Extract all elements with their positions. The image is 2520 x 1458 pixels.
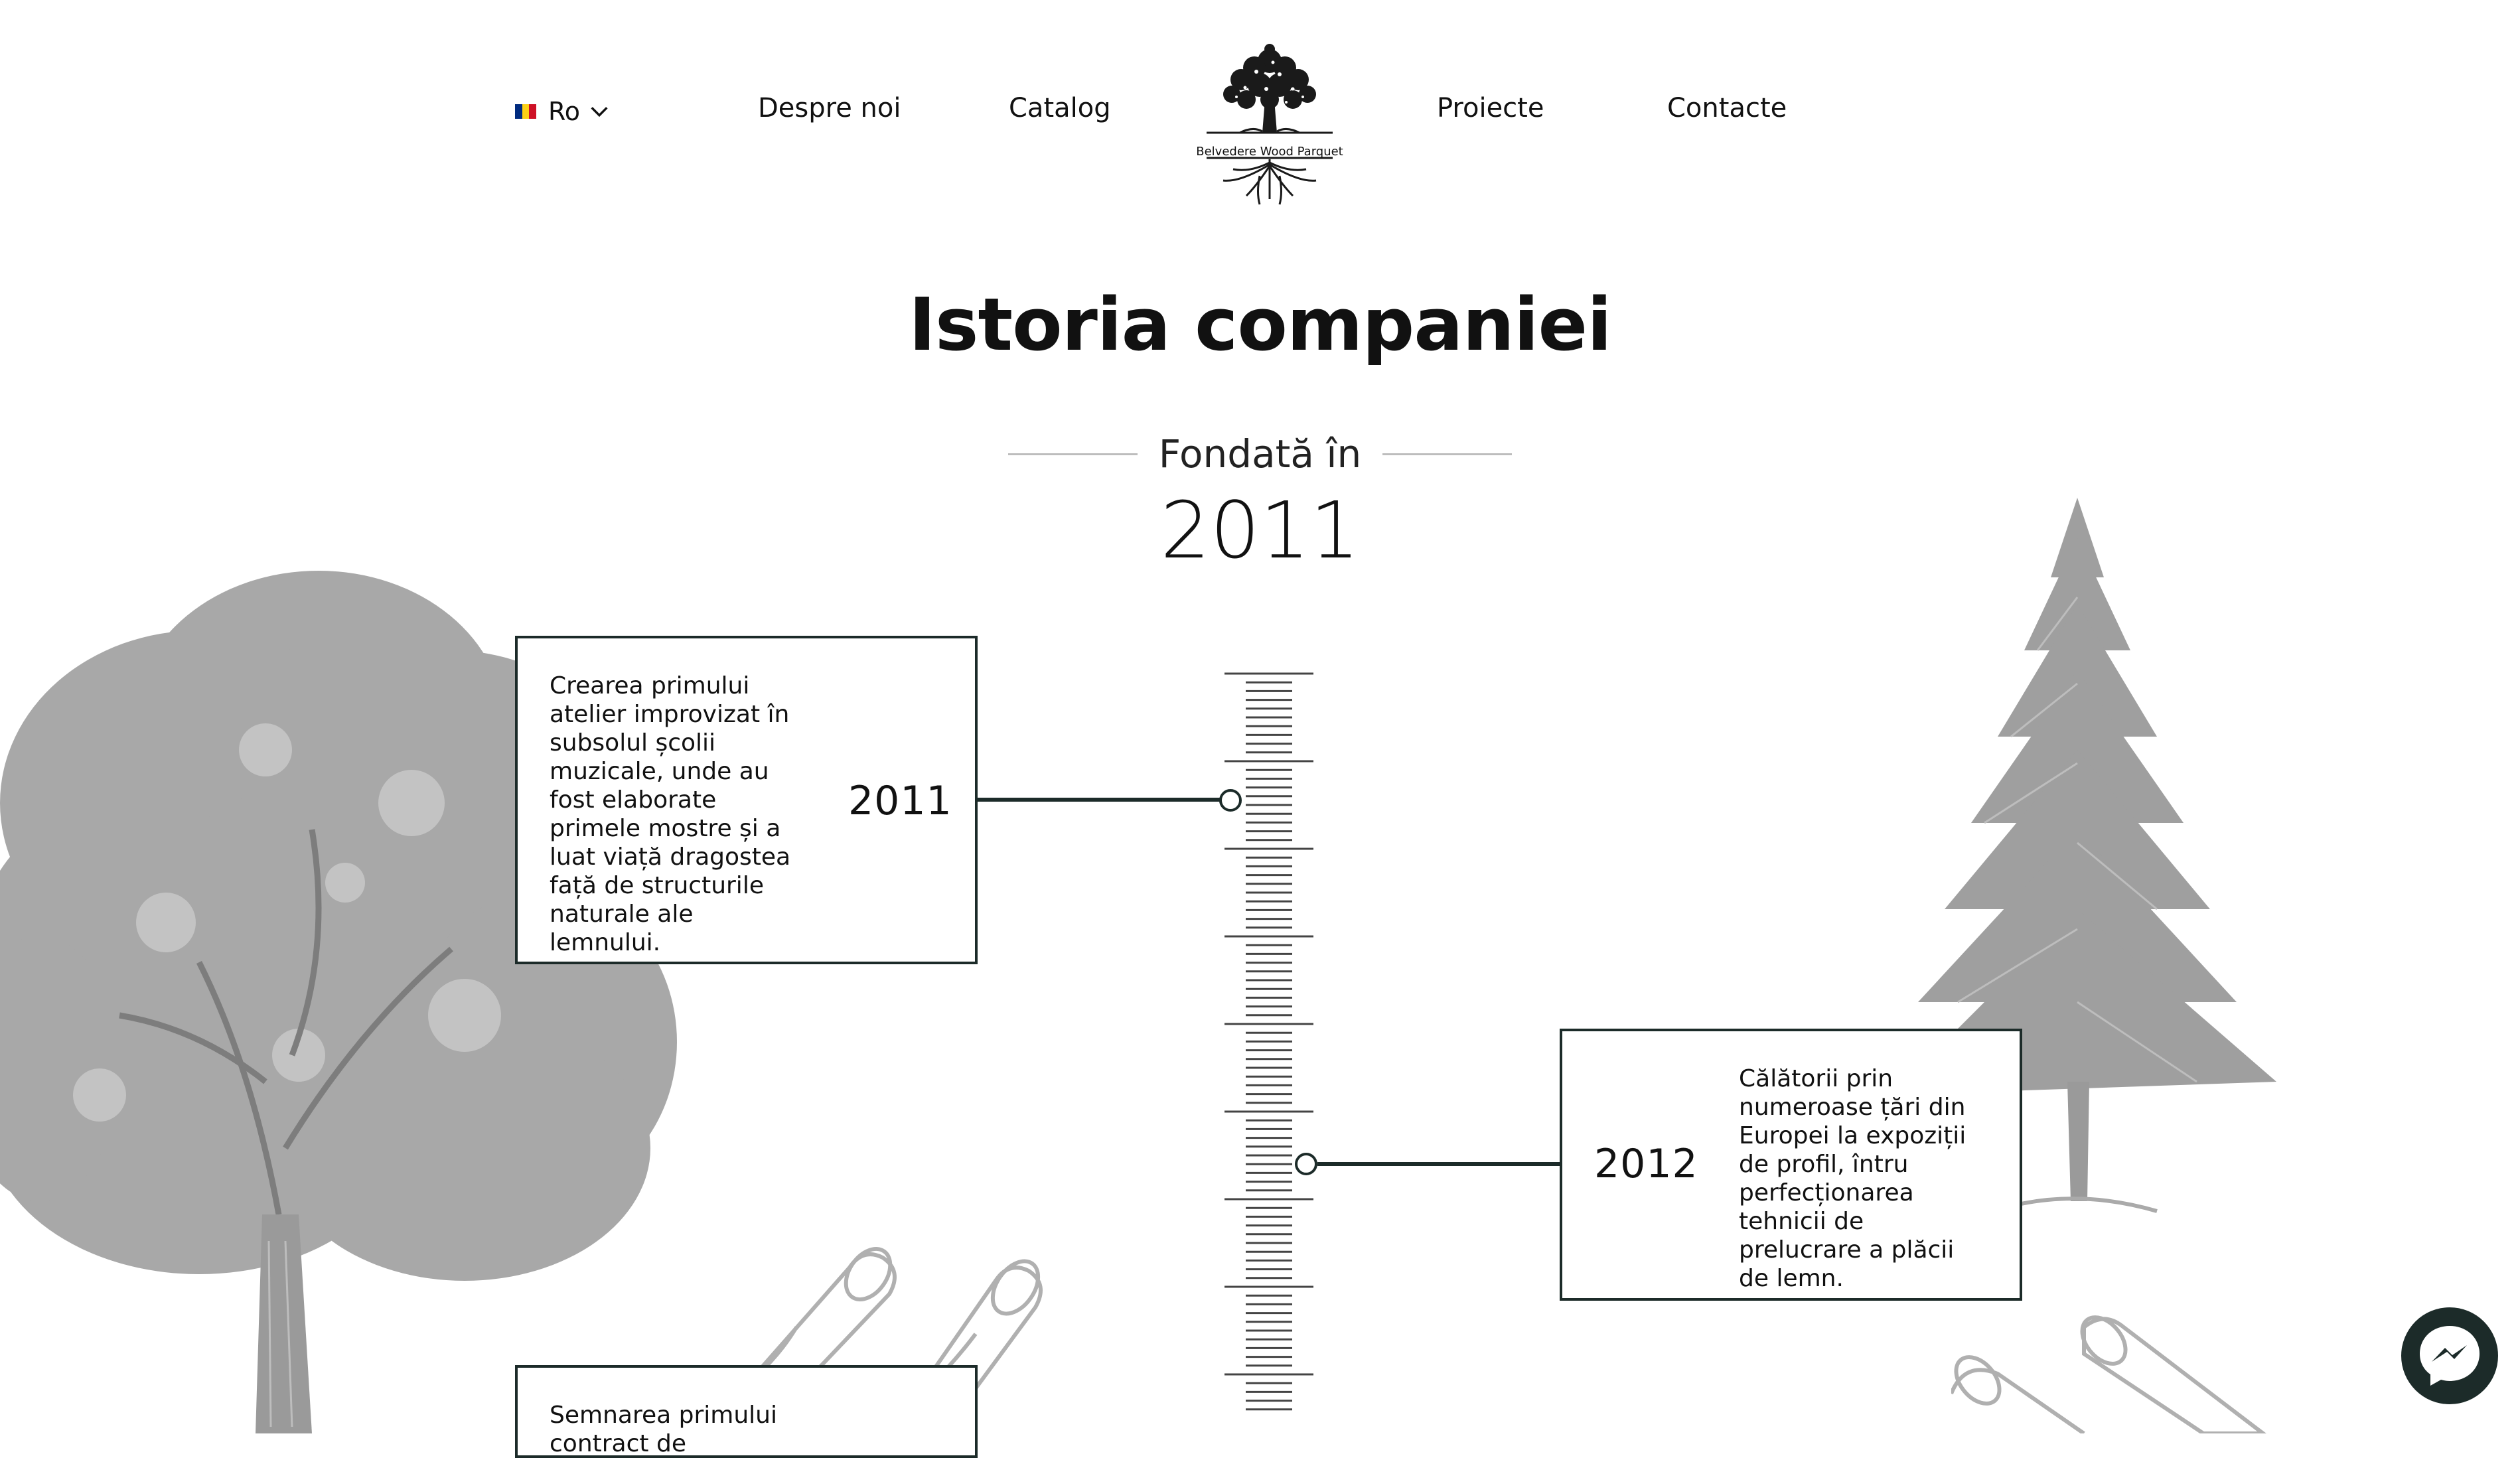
nav-link-proiecte[interactable]: Proiecte	[1437, 93, 1544, 123]
page-title: Istoria companiei	[909, 282, 1612, 367]
founded-year: 2011	[1160, 484, 1360, 576]
timeline-card-text: Crearea primului atelier improvizat în s…	[550, 672, 791, 956]
timeline-card-text: Semnarea primului contract de	[550, 1402, 777, 1457]
timeline-card-2012: 2012 Călătorii prin numeroase țări din E…	[1560, 1029, 2022, 1301]
timeline-connector-2012	[1317, 1162, 1560, 1166]
timeline-ruler	[1224, 672, 1313, 1411]
timeline-node-2012	[1295, 1153, 1317, 1175]
romania-flag-icon	[515, 104, 537, 119]
timeline-card-2011: Crearea primului atelier improvizat în s…	[515, 636, 978, 964]
nav-link-despre-noi[interactable]: Despre noi	[758, 93, 901, 123]
brand-logo[interactable]: Belvedere Wood Parquet	[1193, 33, 1346, 212]
founded-heading: Fondată în	[0, 431, 2520, 476]
site-header: Ro Despre noi Catalog	[0, 0, 2520, 219]
logs-illustration-right	[1951, 1315, 2266, 1433]
nav-link-catalog[interactable]: Catalog	[1009, 93, 1111, 123]
timeline-node-2011	[1219, 789, 1242, 812]
timeline-card-text: Călătorii prin numeroase țări din Europe…	[1739, 1065, 1966, 1292]
oak-tree-illustration	[0, 571, 677, 1433]
nav-link-contacte[interactable]: Contacte	[1667, 93, 1787, 123]
messenger-icon	[2420, 1326, 2480, 1386]
language-selector[interactable]: Ro	[515, 93, 611, 130]
logo-text: Belvedere Wood Parquet	[1196, 145, 1343, 159]
timeline-card-year: 2011	[848, 778, 952, 824]
chevron-down-icon	[591, 107, 608, 117]
founded-label: Fondată în	[1158, 431, 1362, 476]
language-label: Ro	[548, 97, 580, 126]
divider-left	[1007, 453, 1138, 455]
timeline-card-year: 2012	[1594, 1141, 1698, 1187]
timeline-connector-2011	[978, 798, 1226, 802]
timeline-card-3: Semnarea primului contract de	[515, 1365, 978, 1458]
messenger-chat-button[interactable]	[2401, 1307, 2498, 1404]
tree-logo-icon	[1207, 44, 1333, 205]
divider-right	[1382, 453, 1513, 455]
